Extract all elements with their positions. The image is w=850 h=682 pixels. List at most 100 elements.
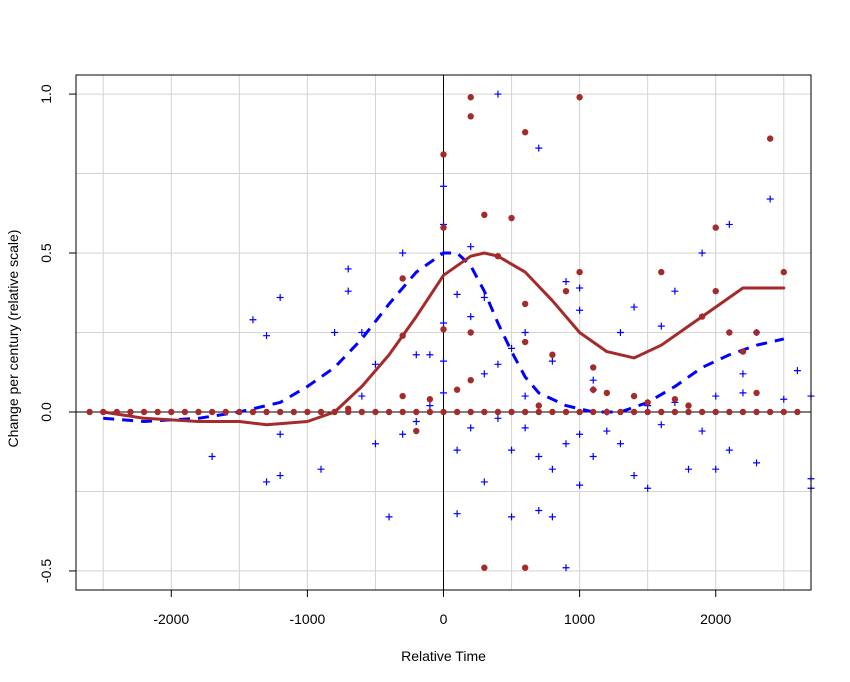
red-dot-point bbox=[467, 408, 474, 416]
red-dot-point bbox=[590, 408, 597, 416]
red-dot-point bbox=[208, 408, 216, 416]
blue-plus-point bbox=[276, 472, 284, 480]
red-dot-point bbox=[358, 408, 366, 416]
blue-plus-point bbox=[426, 402, 434, 410]
red-dot-point bbox=[698, 408, 706, 416]
red-dot-point bbox=[195, 408, 202, 416]
red-dot-point bbox=[576, 408, 583, 416]
red-dot-point bbox=[753, 408, 760, 416]
blue-plus-point bbox=[440, 357, 447, 365]
red-dot-point bbox=[508, 408, 515, 416]
blue-plus-point bbox=[698, 427, 706, 435]
blue-plus-point bbox=[467, 313, 475, 321]
red-dot-point bbox=[562, 408, 570, 416]
red-dot-point bbox=[712, 224, 719, 231]
red-dot-point bbox=[413, 408, 420, 416]
blue-plus-point bbox=[739, 389, 747, 397]
red-dot-point bbox=[766, 408, 774, 416]
red-dot-point bbox=[399, 332, 406, 339]
red-dot-point bbox=[753, 329, 760, 336]
red-dot-point bbox=[481, 564, 488, 571]
blue-plus-point bbox=[480, 370, 488, 378]
blue-plus-point bbox=[725, 220, 733, 228]
red-dot-point bbox=[426, 408, 434, 416]
red-dot-point bbox=[617, 408, 624, 416]
blue-plus-point bbox=[208, 452, 216, 460]
y-tick-label: -0.5 bbox=[38, 559, 54, 583]
blue-plus-point bbox=[657, 421, 665, 429]
y-tick-label: 0.5 bbox=[38, 243, 54, 263]
red-dot-point bbox=[508, 214, 515, 222]
red-dot-point bbox=[590, 386, 597, 393]
blue-plus-point bbox=[576, 430, 584, 438]
red-dot-point bbox=[399, 275, 406, 282]
blue-plus-point bbox=[249, 316, 257, 324]
red-dot-point bbox=[413, 427, 420, 435]
red-dot-point bbox=[685, 402, 692, 409]
x-tick-label: 0 bbox=[440, 611, 448, 627]
y-tick-label: 0.0 bbox=[38, 402, 54, 422]
red-dot-point bbox=[535, 408, 542, 416]
red-dot-point bbox=[440, 151, 447, 158]
blue-plus-point bbox=[521, 392, 529, 400]
red-dot-point bbox=[276, 408, 284, 416]
red-dot-point bbox=[794, 408, 801, 416]
blue-plus-point bbox=[589, 376, 597, 384]
red-dot-point bbox=[481, 211, 488, 219]
red-dot-point bbox=[766, 135, 774, 142]
red-dot-point bbox=[236, 408, 243, 416]
red-dot-point bbox=[698, 313, 706, 320]
blue-plus-point bbox=[440, 249, 447, 257]
red-dot-point bbox=[630, 408, 638, 416]
blue-plus-point bbox=[793, 367, 801, 375]
blue-plus-point bbox=[698, 249, 706, 257]
blue-plus-point bbox=[453, 446, 461, 454]
blue-plus-point bbox=[562, 564, 570, 572]
blue-plus-point bbox=[753, 459, 761, 467]
red-dot-point bbox=[658, 268, 665, 276]
blue-plus-point bbox=[276, 294, 284, 302]
red-dot-point bbox=[630, 392, 638, 400]
blue-plus-point bbox=[535, 452, 543, 460]
red-dot-point bbox=[685, 408, 692, 416]
blue-plus-point bbox=[467, 424, 475, 432]
blue-plus-point bbox=[576, 481, 584, 489]
red-dot-point bbox=[671, 396, 679, 403]
red-dot-point bbox=[726, 329, 733, 336]
blue-plus-point bbox=[616, 329, 624, 336]
red-dot-point bbox=[385, 408, 393, 416]
blue-plus-point bbox=[657, 322, 665, 330]
blue-plus-point bbox=[576, 284, 584, 292]
red-solid-trend-line bbox=[101, 251, 786, 427]
red-dot-point bbox=[154, 408, 161, 416]
red-dot-point bbox=[521, 564, 529, 571]
red-dot-point bbox=[521, 408, 529, 416]
red-dot-point bbox=[467, 94, 474, 101]
red-dot-point bbox=[780, 268, 787, 276]
red-dot-point bbox=[603, 389, 611, 397]
blue-plus-point bbox=[344, 287, 352, 295]
blue-plus-point bbox=[494, 360, 502, 368]
red-dot-point bbox=[263, 408, 270, 416]
blue-plus-point bbox=[494, 90, 502, 98]
blue-plus-point bbox=[616, 440, 624, 448]
red-dot-point bbox=[100, 408, 107, 416]
red-dot-point bbox=[113, 408, 121, 416]
red-dot-point bbox=[644, 399, 651, 406]
red-dot-point bbox=[712, 287, 719, 295]
y-axis: -0.5 0.0 0.5 1.0 bbox=[38, 84, 76, 583]
blue-plus-point bbox=[562, 440, 570, 448]
red-dot-point bbox=[576, 268, 583, 276]
blue-plus-point bbox=[548, 465, 556, 473]
trend-lines bbox=[101, 251, 786, 427]
red-dot-point bbox=[249, 408, 257, 416]
blue-plus-point bbox=[535, 144, 543, 152]
red-dot-point bbox=[671, 408, 679, 416]
red-dot-point bbox=[453, 408, 461, 416]
red-dot-point bbox=[780, 408, 787, 416]
red-dot-point bbox=[440, 408, 447, 416]
blue-plus-point bbox=[508, 344, 516, 352]
red-dot-point bbox=[127, 408, 134, 416]
red-dot-point bbox=[399, 408, 406, 416]
blue-plus-point bbox=[263, 332, 271, 340]
